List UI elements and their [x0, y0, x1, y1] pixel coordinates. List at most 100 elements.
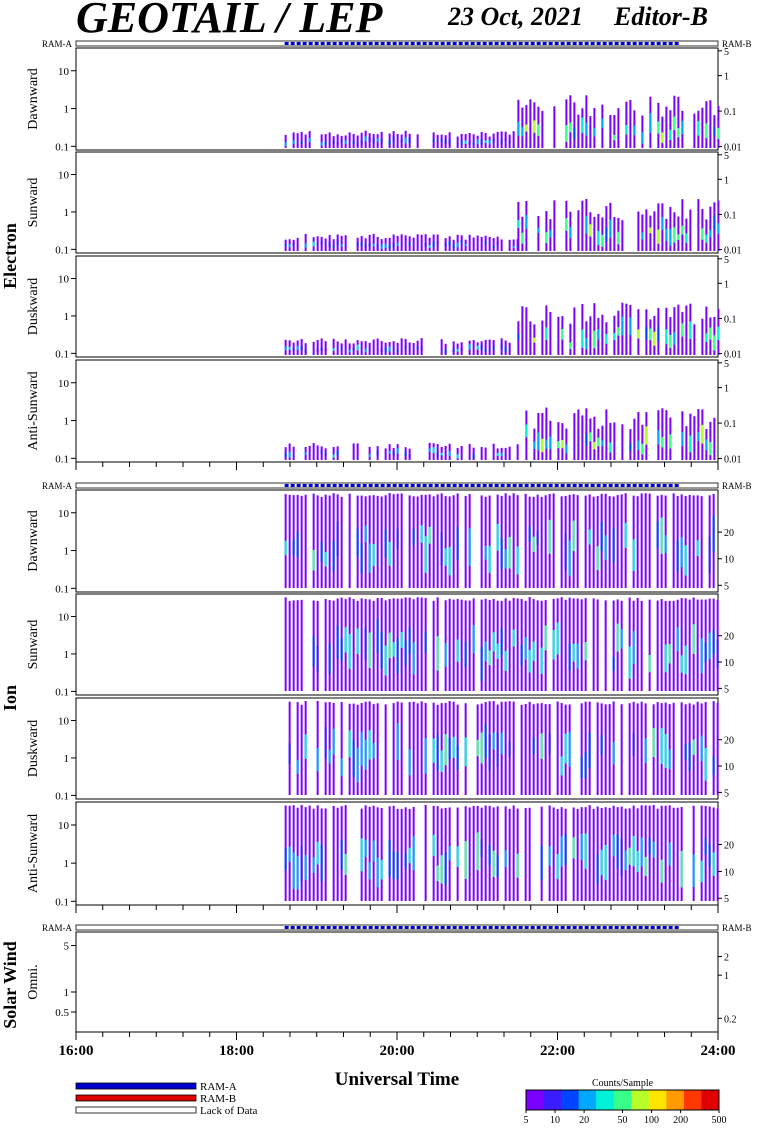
spectrum-stripe [360, 495, 363, 588]
ram-segment [608, 42, 613, 45]
spectrum-core [713, 335, 716, 351]
spectrum-stripe [336, 341, 339, 355]
spectrum-column [436, 134, 439, 148]
spectrum-column [444, 135, 447, 148]
spectrum-column [488, 236, 491, 251]
spectrum-core [348, 730, 351, 758]
spectrum-column [512, 805, 515, 901]
ram-segment [464, 484, 469, 487]
spectrum-core [456, 745, 459, 770]
spectrum-core [521, 127, 524, 137]
spectrum-column [672, 807, 675, 901]
spectrum-column [660, 599, 663, 691]
spectrum-core [340, 244, 343, 247]
spectrum-stripe [529, 99, 532, 148]
spectrum-column [628, 808, 631, 901]
ram-segment [374, 484, 379, 487]
spectrum-column [336, 494, 339, 588]
spectrum-stripe [480, 236, 483, 251]
spectrum-column [584, 495, 587, 588]
spectrum-column [436, 806, 439, 901]
spectrum-core [444, 734, 447, 766]
spectrum-core [568, 643, 571, 671]
time-tick-label: 24:00 [701, 1043, 736, 1059]
spectrum-column [572, 807, 575, 901]
ram-segment [560, 484, 565, 487]
spectrum-stripe [300, 495, 303, 588]
ram-segment [356, 42, 361, 45]
spectrum-column [292, 805, 295, 901]
spectrum-column [500, 131, 503, 148]
spectrum-column [456, 493, 459, 588]
spectrum-column [396, 598, 399, 691]
spectrum-stripe [408, 702, 411, 795]
spectrum-core [705, 333, 708, 343]
spectrum-stripe [348, 132, 351, 148]
spectrum-stripe [332, 338, 335, 355]
spectrum-column [308, 445, 311, 460]
spectrum-core [372, 742, 375, 759]
spectrum-stripe [696, 599, 699, 691]
spectrum-core [336, 239, 339, 246]
spectrum-column [336, 807, 339, 901]
spectrum-column [436, 494, 439, 588]
spectrum-stripe [628, 597, 631, 691]
spectrum-stripe [565, 99, 568, 148]
spectrum-core [705, 234, 708, 243]
spectrum-stripe [332, 239, 335, 251]
spectrum-column [664, 495, 667, 588]
spectrum-stripe [649, 215, 652, 251]
spectrum-column [593, 303, 596, 355]
y-tick-label-left: 0.1 [55, 141, 69, 153]
spectrum-column [657, 102, 660, 148]
group-label-electron: Electron [0, 223, 20, 289]
ram-segment [320, 484, 325, 487]
ram-segment [338, 484, 343, 487]
spectrum-column [604, 493, 607, 588]
spectrum-column [580, 703, 583, 795]
spectrum-column [644, 703, 647, 795]
spectrum-core [540, 647, 543, 675]
ram-segment [590, 484, 595, 487]
y-tick-label-right: 0.01 [724, 455, 742, 466]
spectrum-stripe [472, 447, 475, 460]
ram-segment [578, 926, 583, 929]
spectrum-stripe [400, 493, 403, 588]
spectrum-stripe [384, 448, 387, 460]
spectrum-column [440, 339, 443, 355]
panel-label: Duskward [26, 278, 41, 336]
spectrum-column [384, 238, 387, 251]
spectrum-core [496, 452, 499, 456]
spectrum-column [288, 701, 291, 795]
spectrum-stripe [605, 409, 608, 460]
spectrum-core [709, 442, 712, 456]
spectrum-column [368, 599, 371, 691]
spectrum-core [496, 732, 499, 767]
spectrum-core [504, 347, 507, 353]
spectrum-stripe [440, 339, 443, 355]
spectrum-core [665, 329, 668, 345]
spectrum-column [512, 131, 515, 148]
spectrum-stripe [637, 412, 640, 460]
spectrum-column [404, 447, 407, 460]
spectrum-column [308, 805, 311, 901]
ram-segment [428, 484, 433, 487]
spectrum-column [328, 495, 331, 588]
spectrum-core [440, 855, 443, 884]
spectrum-core [380, 348, 383, 353]
spectrum-core [472, 453, 475, 459]
spectrum-stripe [553, 200, 556, 251]
spectrum-core [476, 739, 479, 757]
ram-segment [614, 484, 619, 487]
spectrum-column [636, 598, 639, 691]
spectrum-column [364, 238, 367, 251]
spectrum-core [613, 134, 616, 141]
spectrum-stripe [553, 106, 556, 148]
ram-segment [296, 42, 301, 45]
spectrum-core [584, 642, 587, 661]
spectrum-column [645, 209, 648, 251]
spectrum-column [593, 216, 596, 251]
legend-swatch [75, 1106, 197, 1114]
spectrum-core [284, 848, 287, 871]
